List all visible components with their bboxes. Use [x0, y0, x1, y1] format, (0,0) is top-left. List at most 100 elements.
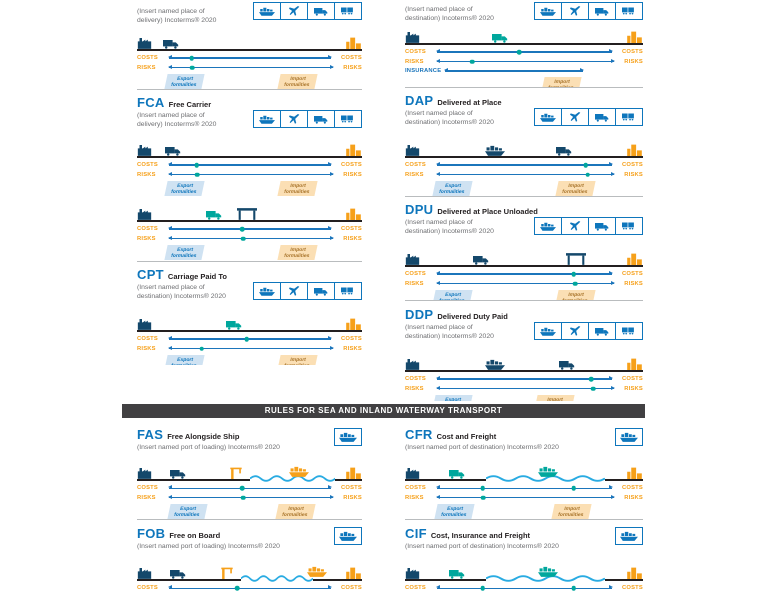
timeline [405, 27, 643, 47]
costs-label: COSTS [405, 585, 426, 592]
truck-icon [307, 110, 335, 128]
risks-line [435, 170, 616, 177]
incoterm-code: DPU [405, 202, 434, 217]
incoterm-name: Delivered Duty Paid [437, 312, 508, 321]
vessel-icon [534, 2, 562, 20]
panel-title: FCA Free Carrier [137, 95, 362, 110]
mode-strip [334, 527, 362, 545]
vessel-icon [253, 282, 281, 300]
truck-icon [588, 322, 616, 340]
export-formalities-tag: Export formalities [164, 73, 205, 89]
truck-icon [473, 255, 489, 265]
panel-subtitle: (Insert named place of delivery) Incoter… [137, 112, 362, 130]
costs-label: COSTS [405, 271, 426, 278]
risks-row: RISKS RISKS [405, 170, 643, 179]
subtitle-line1: (Insert named place of [137, 112, 205, 119]
costs-label: COSTS [137, 226, 158, 233]
import-formalities-tag: Import formalities [277, 244, 318, 260]
costs-row: COSTS COSTS [405, 161, 643, 170]
risks-label: RISKS [343, 494, 362, 501]
costs-line [435, 48, 614, 55]
timeline-track [137, 49, 362, 51]
export-formalities-tag: Export formalities [164, 180, 205, 196]
risks-label: RISKS [343, 64, 362, 71]
city-icon [345, 36, 362, 49]
export-formalities-tag: Export formalities [431, 289, 473, 300]
timeline-track [137, 220, 362, 222]
timeline [137, 136, 362, 160]
risks-label: RISKS [137, 235, 156, 242]
timeline-track [405, 265, 643, 267]
panel-cpt: CPT Carriage Paid To (Insert named place… [137, 262, 362, 365]
incoterm-name: Cost and Freight [436, 432, 497, 441]
costs-row: COSTS COSTS [137, 54, 362, 63]
subtitle-line1: (Insert named place of [405, 110, 473, 117]
costs-row: COSTS COSTS [405, 484, 643, 493]
risks-label: RISKS [405, 58, 424, 65]
risks-row: RISKS RISKS [137, 170, 362, 179]
timeline [137, 29, 362, 53]
costs-row: COSTS COSTS [405, 48, 643, 57]
city-icon [345, 466, 362, 479]
subtitle-line2: destination) Incoterms® 2020 [405, 332, 494, 340]
port-crane-icon [220, 566, 234, 579]
mode-strip [615, 428, 643, 446]
subtitle-line1: (Insert named place of [405, 324, 473, 331]
panel-subtitle: (Insert named place of destination) Inco… [405, 110, 643, 128]
formalities-row: Export formalities Import formalities [137, 354, 362, 365]
timeline-track [405, 370, 643, 372]
import-formalities-tag: Import formalities [550, 503, 592, 519]
import-formalities-tag: Import formalities [555, 289, 596, 300]
incoterm-name: Cost, Insurance and Freight [430, 531, 531, 540]
timeline-track [405, 156, 643, 158]
costs-row: COSTS COSTS [405, 375, 643, 384]
truck-icon [307, 2, 335, 20]
costs-line [167, 584, 333, 591]
formalities-row: Export formalities Import formalities [137, 503, 362, 519]
risks-label: RISKS [343, 345, 362, 352]
vessel-icon [534, 322, 562, 340]
subtitle-line1: (Insert named place of [405, 6, 473, 13]
risks-label: RISKS [405, 385, 424, 392]
plane-icon [280, 282, 308, 300]
risks-label: RISKS [343, 235, 362, 242]
export-formalities-tag: Export formalities [164, 244, 205, 260]
risks-line [167, 63, 335, 70]
panel-title: DAP Delivered at Place [405, 93, 643, 108]
panel-fob: FOB Free on Board (Insert named port of … [137, 520, 362, 594]
city-icon [626, 357, 643, 370]
formalities-row: Export formalities Import formalities [405, 503, 643, 519]
risks-row: RISKS RISKS [405, 279, 643, 288]
export-formalities-tag: Export formalities [164, 354, 205, 365]
vessel-icon [253, 110, 281, 128]
panel-cfr: CFR Cost and Freight (Insert named port … [405, 422, 643, 520]
factory-icon [137, 567, 152, 579]
factory-icon [137, 467, 152, 479]
mode-strip [534, 2, 643, 20]
risks-label: RISKS [137, 494, 156, 501]
panel-dpu: DPU Delivered at Place Unloaded (Insert … [405, 197, 643, 301]
sea-rules-banner: RULES FOR SEA AND INLAND WATERWAY TRANSP… [122, 404, 645, 418]
risks-label: RISKS [624, 385, 643, 392]
risks-label: RISKS [405, 280, 424, 287]
risks-label: RISKS [624, 280, 643, 287]
costs-label: COSTS [405, 376, 426, 383]
costs-row: COSTS COSTS [405, 270, 643, 279]
costs-line [167, 161, 333, 168]
train-icon [334, 110, 362, 128]
plane-icon [561, 2, 589, 20]
incoterm-code: FAS [137, 427, 164, 442]
factory-icon [137, 318, 152, 330]
train-icon [334, 282, 362, 300]
risks-row: RISKS RISKS [405, 57, 643, 66]
panel-fas: FAS Free Alongside Ship (Insert named po… [137, 422, 362, 520]
truck-icon [449, 569, 465, 579]
water-wave-line [485, 574, 605, 582]
subtitle-line1: (Insert named port of destination) Incot… [405, 543, 559, 550]
city-icon [345, 207, 362, 220]
panel-title: FAS Free Alongside Ship [137, 427, 362, 442]
costs-label: COSTS [137, 162, 158, 169]
factory-icon [405, 358, 420, 370]
subtitle-line1: (Insert named place of [137, 284, 205, 291]
terminal-canopy-icon [237, 208, 257, 220]
